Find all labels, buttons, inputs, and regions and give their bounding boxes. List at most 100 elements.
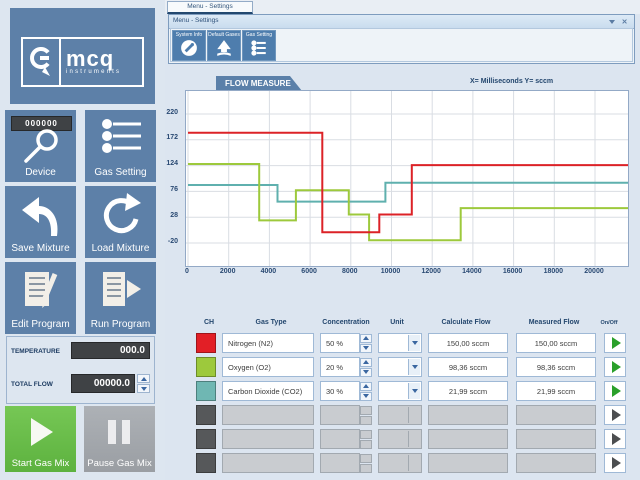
column-header: Measured Flow [528, 319, 580, 326]
unit-select[interactable] [378, 453, 422, 473]
flow-measure-ribbon: FLOW MEASURE [216, 76, 302, 91]
step-up-button[interactable] [360, 381, 372, 391]
axis-units-note: X= Milliseconds Y= sccm [470, 78, 554, 85]
device-button[interactable]: 000000 Device [5, 110, 76, 182]
unit-select[interactable] [378, 405, 422, 425]
gas-table: CH Gas Type Concentration Unit Calculate Flo… [196, 316, 632, 473]
toolbar-button-gas-setting[interactable]: Gas Setting [242, 30, 276, 61]
gas-type-input[interactable] [222, 429, 314, 449]
channel-color-swatch [196, 357, 216, 377]
tab-menu-settings[interactable]: Menu - Settings [167, 1, 253, 14]
concentration-input[interactable]: 20 % [320, 357, 360, 377]
y-axis-labels: 220 172 124 76 28 -20 [150, 90, 181, 265]
dropdown-button[interactable] [408, 359, 420, 375]
gas-type-input[interactable]: Oxygen (O2) [222, 357, 314, 377]
temperature-display: 000.0 [71, 342, 150, 359]
gas-setting-toolbar-label: Gas Setting [245, 32, 273, 38]
step-down-button[interactable] [360, 367, 372, 377]
channel-onoff-button[interactable] [604, 405, 626, 425]
channel-color-swatch [196, 333, 216, 353]
default-gases-label: Default Gases [208, 32, 240, 38]
run-program-button[interactable]: Run Program [85, 262, 156, 334]
unit-select[interactable] [378, 381, 422, 401]
concentration-stepper[interactable] [360, 357, 372, 377]
unit-select[interactable] [378, 429, 422, 449]
gas-type-input[interactable]: Carbon Dioxide (CO2) [222, 381, 314, 401]
close-button[interactable]: ✕ [620, 17, 629, 26]
channel-onoff-button[interactable] [604, 429, 626, 449]
collapse-icon [608, 19, 615, 24]
total-flow-display: 00000.0 [71, 374, 135, 393]
start-gas-mix-button[interactable]: Start Gas Mix [5, 406, 76, 472]
step-up-button[interactable] [360, 453, 372, 463]
step-up-button[interactable] [360, 357, 372, 367]
channel-onoff-button[interactable] [604, 381, 626, 401]
step-down-button[interactable] [360, 391, 372, 401]
step-down-button[interactable] [137, 384, 150, 393]
logo-mark-icon [23, 39, 61, 85]
x-axis-labels: 0 2000 4000 6000 8000 10000 12000 14000 16000 180… [185, 268, 640, 278]
step-up-button[interactable] [360, 333, 372, 343]
concentration-stepper[interactable] [360, 429, 372, 449]
x-tick-label: 20000 [584, 268, 604, 275]
step-down-button[interactable] [360, 343, 372, 353]
step-up-button[interactable] [137, 374, 150, 383]
channel-color-swatch [196, 429, 216, 449]
chevron-down-icon [411, 389, 418, 393]
concentration-input[interactable] [320, 429, 360, 449]
edit-program-button[interactable]: Edit Program [5, 262, 76, 334]
gas-type-input[interactable] [222, 405, 314, 425]
chevron-down-icon [411, 365, 418, 369]
sidebar: mcq instruments 000000 Device Gas Set [0, 0, 165, 480]
gas-type-input[interactable]: Nitrogen (N2) [222, 333, 314, 353]
dropdown-button[interactable] [408, 407, 420, 423]
dropdown-button[interactable] [408, 335, 420, 351]
play-icon [31, 418, 53, 446]
step-up-button[interactable] [360, 429, 372, 439]
chart-plot [186, 91, 629, 266]
save-mixture-button[interactable]: Save Mixture [5, 186, 76, 258]
step-down-button[interactable] [360, 439, 372, 449]
toolbar-button-default-gases[interactable]: Default Gases [207, 30, 241, 61]
concentration-input[interactable]: 30 % [320, 381, 360, 401]
y-tick-label: 172 [166, 134, 178, 142]
dropdown-button[interactable] [408, 455, 420, 471]
concentration-stepper[interactable] [360, 333, 372, 353]
table-row [196, 429, 632, 449]
brand-subtitle: instruments [66, 68, 122, 75]
step-down-button[interactable] [360, 415, 372, 425]
concentration-stepper[interactable] [360, 405, 372, 425]
run-program-label: Run Program [90, 319, 151, 330]
unit-select[interactable] [378, 357, 422, 377]
total-flow-stepper[interactable] [137, 374, 150, 393]
start-gas-mix-label: Start Gas Mix [11, 458, 70, 469]
concentration-stepper[interactable] [360, 381, 372, 401]
channel-onoff-button[interactable] [604, 453, 626, 473]
step-up-button[interactable] [360, 405, 372, 415]
concentration-input[interactable] [320, 405, 360, 425]
toolbar-button-system-info[interactable]: System Info [172, 30, 206, 61]
load-mixture-button[interactable]: Load Mixture [85, 186, 156, 258]
channel-onoff-button[interactable] [604, 333, 626, 353]
y-tick-label: 28 [170, 211, 178, 219]
concentration-input[interactable]: 50 % [320, 333, 360, 353]
channel-onoff-button[interactable] [604, 357, 626, 377]
dropdown-button[interactable] [408, 383, 420, 399]
document-pencil-icon [24, 272, 57, 308]
concentration-stepper[interactable] [360, 453, 372, 473]
logo-box: mcq instruments [21, 37, 144, 87]
play-icon [611, 385, 621, 397]
collapse-button[interactable] [607, 17, 616, 26]
gas-setting-button[interactable]: Gas Setting [85, 110, 156, 182]
measured-flow-display: 98,36 sccm [516, 357, 596, 377]
unit-select[interactable] [378, 333, 422, 353]
step-down-button[interactable] [360, 463, 372, 473]
concentration-input[interactable] [320, 453, 360, 473]
dropdown-button[interactable] [408, 431, 420, 447]
window-titlebar[interactable]: Menu - Settings ✕ [169, 15, 634, 29]
pause-gas-mix-button[interactable]: Pause Gas Mix [84, 406, 155, 472]
pause-icon [108, 420, 130, 444]
gas-type-input[interactable] [222, 453, 314, 473]
undo-arrow-icon [21, 197, 58, 236]
